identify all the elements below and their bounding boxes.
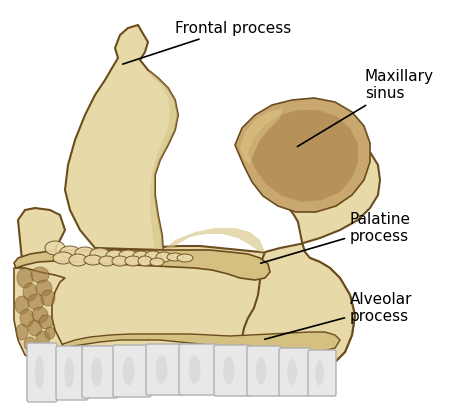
Ellipse shape [75, 247, 95, 259]
Ellipse shape [156, 252, 172, 262]
Ellipse shape [41, 290, 55, 306]
Text: Frontal process: Frontal process [123, 20, 291, 64]
Ellipse shape [150, 258, 164, 266]
Ellipse shape [256, 357, 266, 385]
FancyBboxPatch shape [247, 346, 281, 396]
FancyBboxPatch shape [214, 345, 250, 396]
Ellipse shape [125, 256, 141, 266]
Ellipse shape [28, 320, 42, 336]
Ellipse shape [24, 337, 36, 351]
Ellipse shape [99, 256, 115, 266]
Ellipse shape [32, 307, 48, 323]
Ellipse shape [167, 253, 183, 261]
Ellipse shape [155, 355, 167, 384]
Polygon shape [235, 98, 370, 212]
Ellipse shape [84, 255, 102, 265]
Polygon shape [248, 110, 358, 202]
Polygon shape [15, 208, 355, 370]
Ellipse shape [60, 246, 80, 258]
Ellipse shape [90, 248, 110, 260]
Ellipse shape [28, 294, 44, 310]
Ellipse shape [119, 250, 137, 260]
Polygon shape [65, 25, 178, 250]
FancyBboxPatch shape [308, 350, 336, 396]
Ellipse shape [36, 331, 50, 345]
Ellipse shape [69, 254, 87, 266]
Ellipse shape [91, 357, 102, 387]
Ellipse shape [64, 358, 74, 388]
Ellipse shape [45, 327, 55, 339]
Ellipse shape [20, 309, 34, 327]
Ellipse shape [177, 254, 193, 262]
Polygon shape [14, 250, 270, 280]
Ellipse shape [15, 296, 29, 314]
Ellipse shape [287, 359, 297, 385]
Text: Alveolar
process: Alveolar process [264, 292, 412, 339]
Ellipse shape [31, 267, 49, 283]
Ellipse shape [53, 252, 73, 264]
Ellipse shape [133, 251, 149, 261]
Ellipse shape [36, 280, 52, 296]
Ellipse shape [106, 250, 124, 260]
Polygon shape [240, 108, 283, 165]
Ellipse shape [112, 256, 128, 266]
Ellipse shape [123, 357, 135, 385]
FancyBboxPatch shape [56, 346, 88, 400]
Text: Palatine
process: Palatine process [261, 212, 411, 263]
FancyBboxPatch shape [279, 348, 311, 396]
FancyBboxPatch shape [82, 346, 118, 398]
Ellipse shape [315, 360, 324, 386]
Ellipse shape [16, 324, 28, 340]
Ellipse shape [189, 355, 201, 384]
Polygon shape [14, 268, 65, 360]
FancyBboxPatch shape [146, 344, 184, 395]
Ellipse shape [17, 268, 33, 288]
Polygon shape [60, 332, 340, 353]
FancyBboxPatch shape [27, 343, 57, 402]
Ellipse shape [39, 315, 53, 329]
Ellipse shape [223, 356, 235, 384]
Text: Maxillary
sinus: Maxillary sinus [297, 69, 434, 146]
FancyBboxPatch shape [179, 344, 217, 395]
Polygon shape [163, 228, 265, 252]
Ellipse shape [35, 356, 44, 389]
Polygon shape [148, 70, 178, 250]
FancyBboxPatch shape [113, 345, 151, 397]
Ellipse shape [23, 283, 37, 301]
Ellipse shape [45, 241, 65, 255]
Ellipse shape [145, 251, 161, 261]
Polygon shape [242, 132, 380, 370]
Ellipse shape [138, 256, 152, 266]
